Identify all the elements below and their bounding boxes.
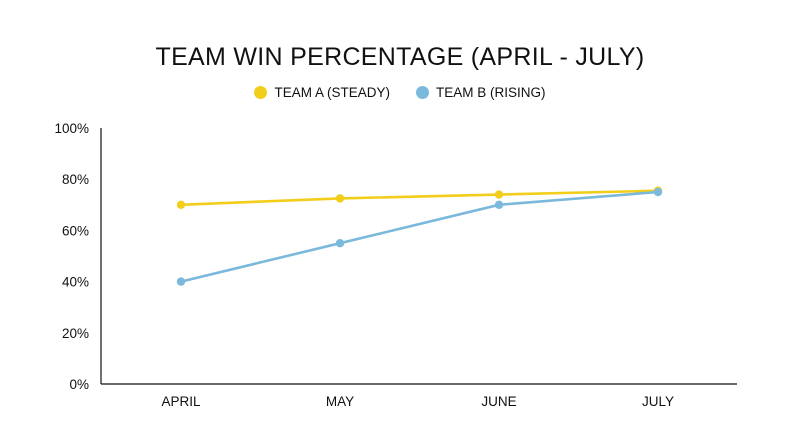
y-tick-label: 20% xyxy=(62,326,89,341)
y-tick-label: 80% xyxy=(62,172,89,187)
y-tick-label: 100% xyxy=(54,121,89,136)
legend-item-team-b: TEAM B (RISING) xyxy=(416,85,546,100)
x-tick-label: JUNE xyxy=(481,394,516,409)
y-tick-label: 60% xyxy=(62,223,89,238)
data-point-team-b xyxy=(653,187,663,197)
series-lines xyxy=(180,189,659,283)
series-line-team-b xyxy=(180,190,659,283)
data-point-team-b xyxy=(494,200,504,209)
x-tick-label: APRIL xyxy=(161,394,201,409)
chart-title: TEAM WIN PERCENTAGE (APRIL - JULY) xyxy=(155,43,645,71)
legend-swatch-team-b xyxy=(416,86,429,99)
y-axis-tick-labels: 0% 20% 40% 60% 80% 100% xyxy=(54,121,89,392)
data-point-team-b xyxy=(335,239,345,248)
x-tick-label: JULY xyxy=(642,394,674,409)
data-point-team-a xyxy=(494,190,504,199)
x-axis-tick-labels: APRIL MAY JUNE JULY xyxy=(161,394,674,409)
legend-label-team-a: TEAM A (STEADY) xyxy=(274,85,390,100)
data-point-team-a xyxy=(176,200,186,209)
series-points xyxy=(176,186,663,286)
data-point-team-a xyxy=(335,194,345,203)
chart-legend: TEAM A (STEADY) TEAM B (RISING) xyxy=(0,85,800,100)
legend-swatch-team-a xyxy=(254,86,268,99)
x-tick-label: MAY xyxy=(326,394,354,409)
y-tick-label: 40% xyxy=(62,275,89,290)
data-point-team-b xyxy=(176,277,186,286)
legend-label-team-b: TEAM B (RISING) xyxy=(436,85,546,100)
legend-item-team-a: TEAM A (STEADY) xyxy=(254,85,390,100)
y-tick-label: 0% xyxy=(69,377,89,392)
series-line-team-a xyxy=(180,189,659,207)
